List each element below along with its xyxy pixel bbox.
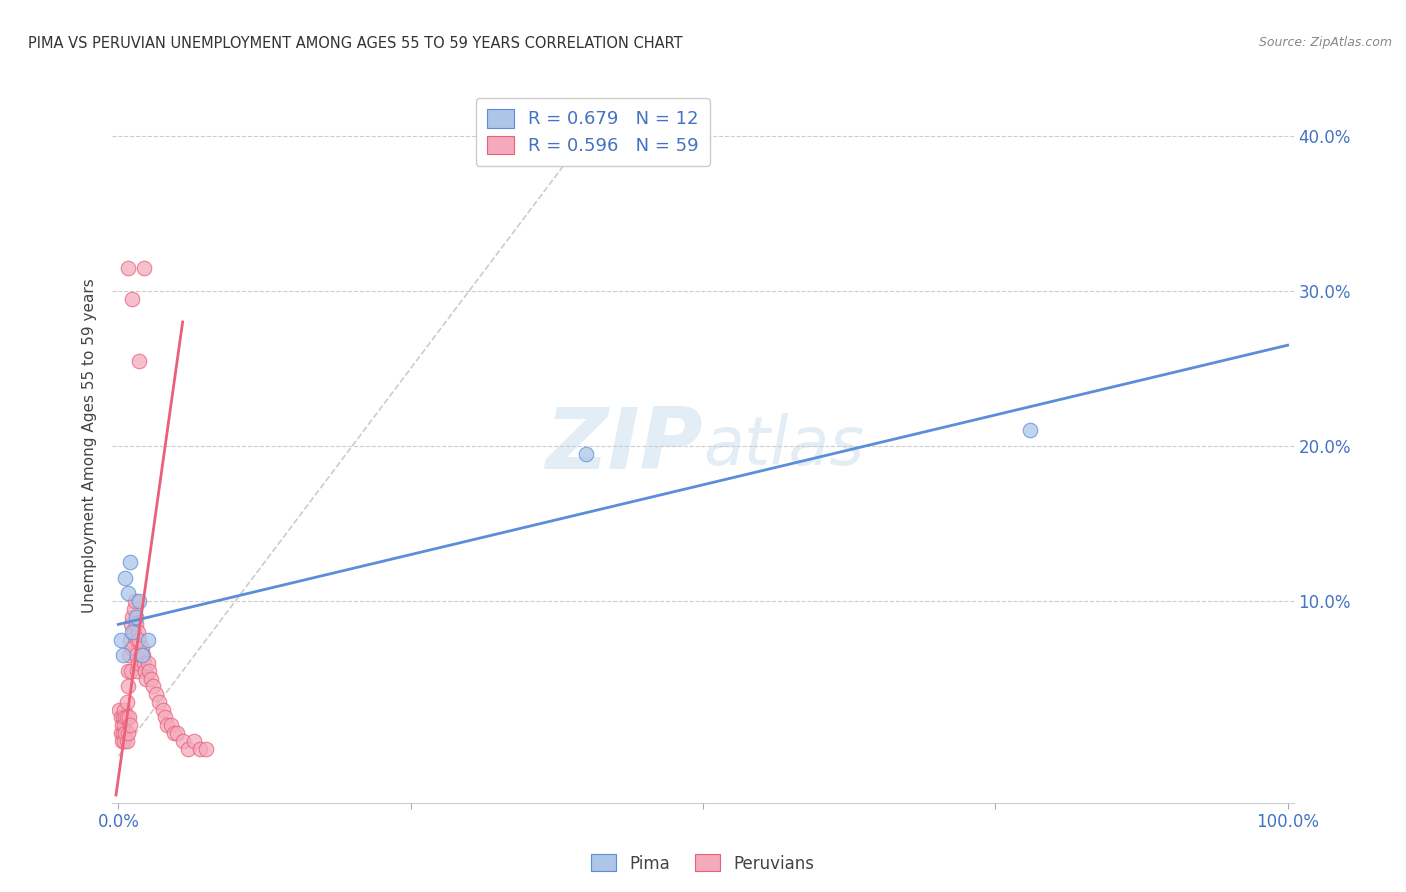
- Text: PIMA VS PERUVIAN UNEMPLOYMENT AMONG AGES 55 TO 59 YEARS CORRELATION CHART: PIMA VS PERUVIAN UNEMPLOYMENT AMONG AGES…: [28, 36, 683, 51]
- Point: [115, 695, 138, 709]
- Point: [172, 733, 194, 747]
- Point: [120, 617, 142, 632]
- Legend: Pima, Peruvians: Pima, Peruvians: [585, 847, 821, 880]
- Point: [163, 726, 186, 740]
- Point: [121, 609, 143, 624]
- Point: [118, 648, 141, 663]
- Point: [115, 710, 138, 724]
- Point: [125, 632, 148, 647]
- Point: [131, 648, 153, 663]
- Point: [110, 632, 132, 647]
- Point: [139, 672, 162, 686]
- Point: [108, 703, 131, 717]
- Point: [160, 718, 183, 732]
- Point: [166, 726, 188, 740]
- Point: [118, 710, 141, 724]
- Y-axis label: Unemployment Among Ages 55 to 59 years: Unemployment Among Ages 55 to 59 years: [82, 278, 97, 614]
- Point: [128, 353, 150, 368]
- Point: [120, 664, 142, 678]
- Legend: R = 0.679   N = 12, R = 0.596   N = 59: R = 0.679 N = 12, R = 0.596 N = 59: [475, 98, 710, 166]
- Point: [128, 594, 150, 608]
- Point: [127, 625, 149, 640]
- Point: [145, 687, 167, 701]
- Point: [118, 632, 141, 647]
- Point: [111, 733, 134, 747]
- Point: [122, 602, 145, 616]
- Point: [112, 703, 135, 717]
- Point: [125, 609, 148, 624]
- Point: [117, 726, 139, 740]
- Point: [114, 710, 136, 724]
- Point: [117, 586, 139, 600]
- Point: [121, 625, 143, 640]
- Point: [110, 710, 132, 724]
- Point: [110, 726, 132, 740]
- Point: [575, 447, 598, 461]
- Point: [188, 741, 211, 756]
- Point: [153, 710, 176, 724]
- Point: [117, 664, 139, 678]
- Point: [132, 648, 155, 663]
- Point: [128, 632, 150, 647]
- Point: [132, 656, 155, 670]
- Point: [131, 640, 153, 655]
- Point: [134, 664, 156, 678]
- Point: [183, 733, 205, 747]
- Point: [124, 594, 146, 608]
- Text: atlas: atlas: [703, 413, 865, 479]
- Point: [111, 718, 134, 732]
- Text: ZIP: ZIP: [546, 404, 703, 488]
- Point: [112, 718, 135, 732]
- Point: [125, 648, 148, 663]
- Point: [129, 648, 152, 663]
- Point: [127, 656, 149, 670]
- Point: [125, 617, 148, 632]
- Point: [122, 625, 145, 640]
- Point: [132, 260, 155, 275]
- Point: [111, 710, 134, 724]
- Point: [1019, 424, 1042, 438]
- Point: [111, 726, 134, 740]
- Point: [112, 733, 135, 747]
- Point: [118, 555, 141, 569]
- Point: [148, 695, 170, 709]
- Point: [121, 640, 143, 655]
- Point: [152, 703, 174, 717]
- Point: [115, 733, 138, 747]
- Point: [156, 718, 179, 732]
- Point: [138, 664, 160, 678]
- Text: Source: ZipAtlas.com: Source: ZipAtlas.com: [1258, 36, 1392, 49]
- Point: [136, 656, 159, 670]
- Point: [142, 680, 165, 694]
- Point: [117, 260, 139, 275]
- Point: [135, 672, 157, 686]
- Point: [114, 571, 136, 585]
- Point: [136, 632, 159, 647]
- Point: [121, 292, 143, 306]
- Point: [118, 718, 141, 732]
- Point: [177, 741, 200, 756]
- Point: [125, 664, 148, 678]
- Point: [111, 648, 134, 663]
- Point: [195, 741, 218, 756]
- Point: [117, 680, 139, 694]
- Point: [114, 726, 136, 740]
